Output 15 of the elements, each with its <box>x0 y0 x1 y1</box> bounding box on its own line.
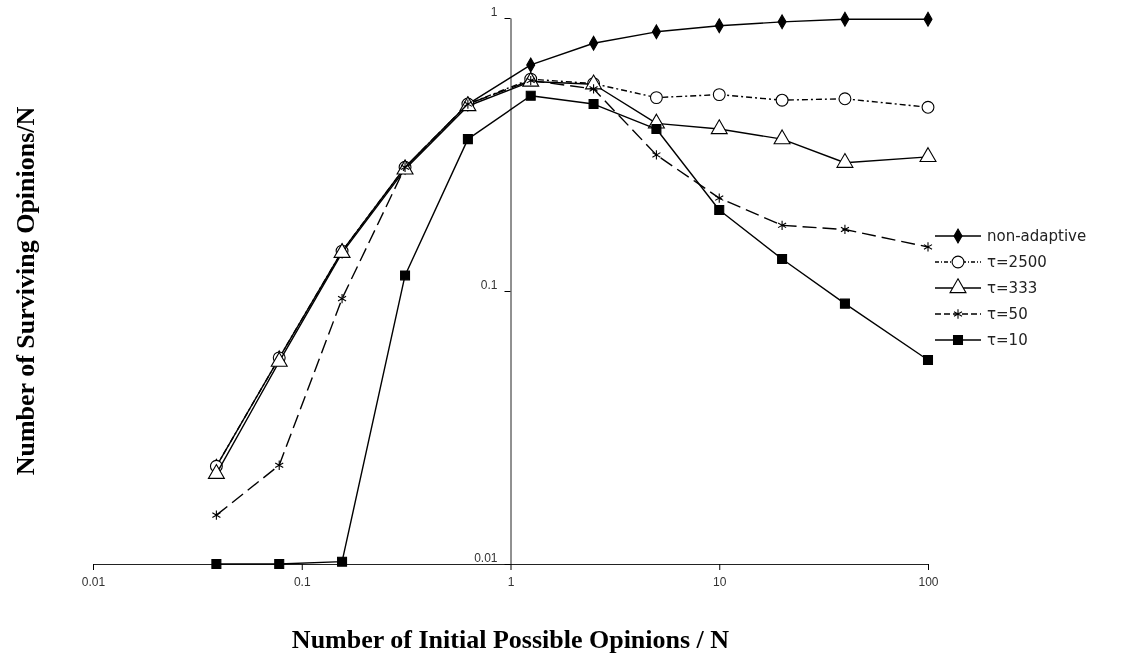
x-tick-label: 10 <box>713 575 727 590</box>
x-tick-label: 1 <box>507 575 515 590</box>
x-tick-label: 0.1 <box>293 575 311 590</box>
x-tick-label: 0.01 <box>81 575 106 590</box>
y-tick-label: 0.01 <box>474 551 498 566</box>
y-axis-title: Number of Surviving Opinions/N <box>11 106 40 476</box>
x-axis-title: Number of Initial Possible Opinions / N <box>291 625 730 654</box>
legend-label: τ=333 <box>987 279 1038 297</box>
legend-label: τ=2500 <box>987 253 1047 271</box>
y-tick-label: 0.1 <box>480 278 498 293</box>
legend-label: τ=50 <box>987 305 1028 323</box>
legend-label: τ=10 <box>987 331 1028 349</box>
y-tick-label: 1 <box>490 5 498 20</box>
legend-label: non-adaptive <box>987 227 1087 245</box>
x-tick-label: 100 <box>918 575 939 590</box>
